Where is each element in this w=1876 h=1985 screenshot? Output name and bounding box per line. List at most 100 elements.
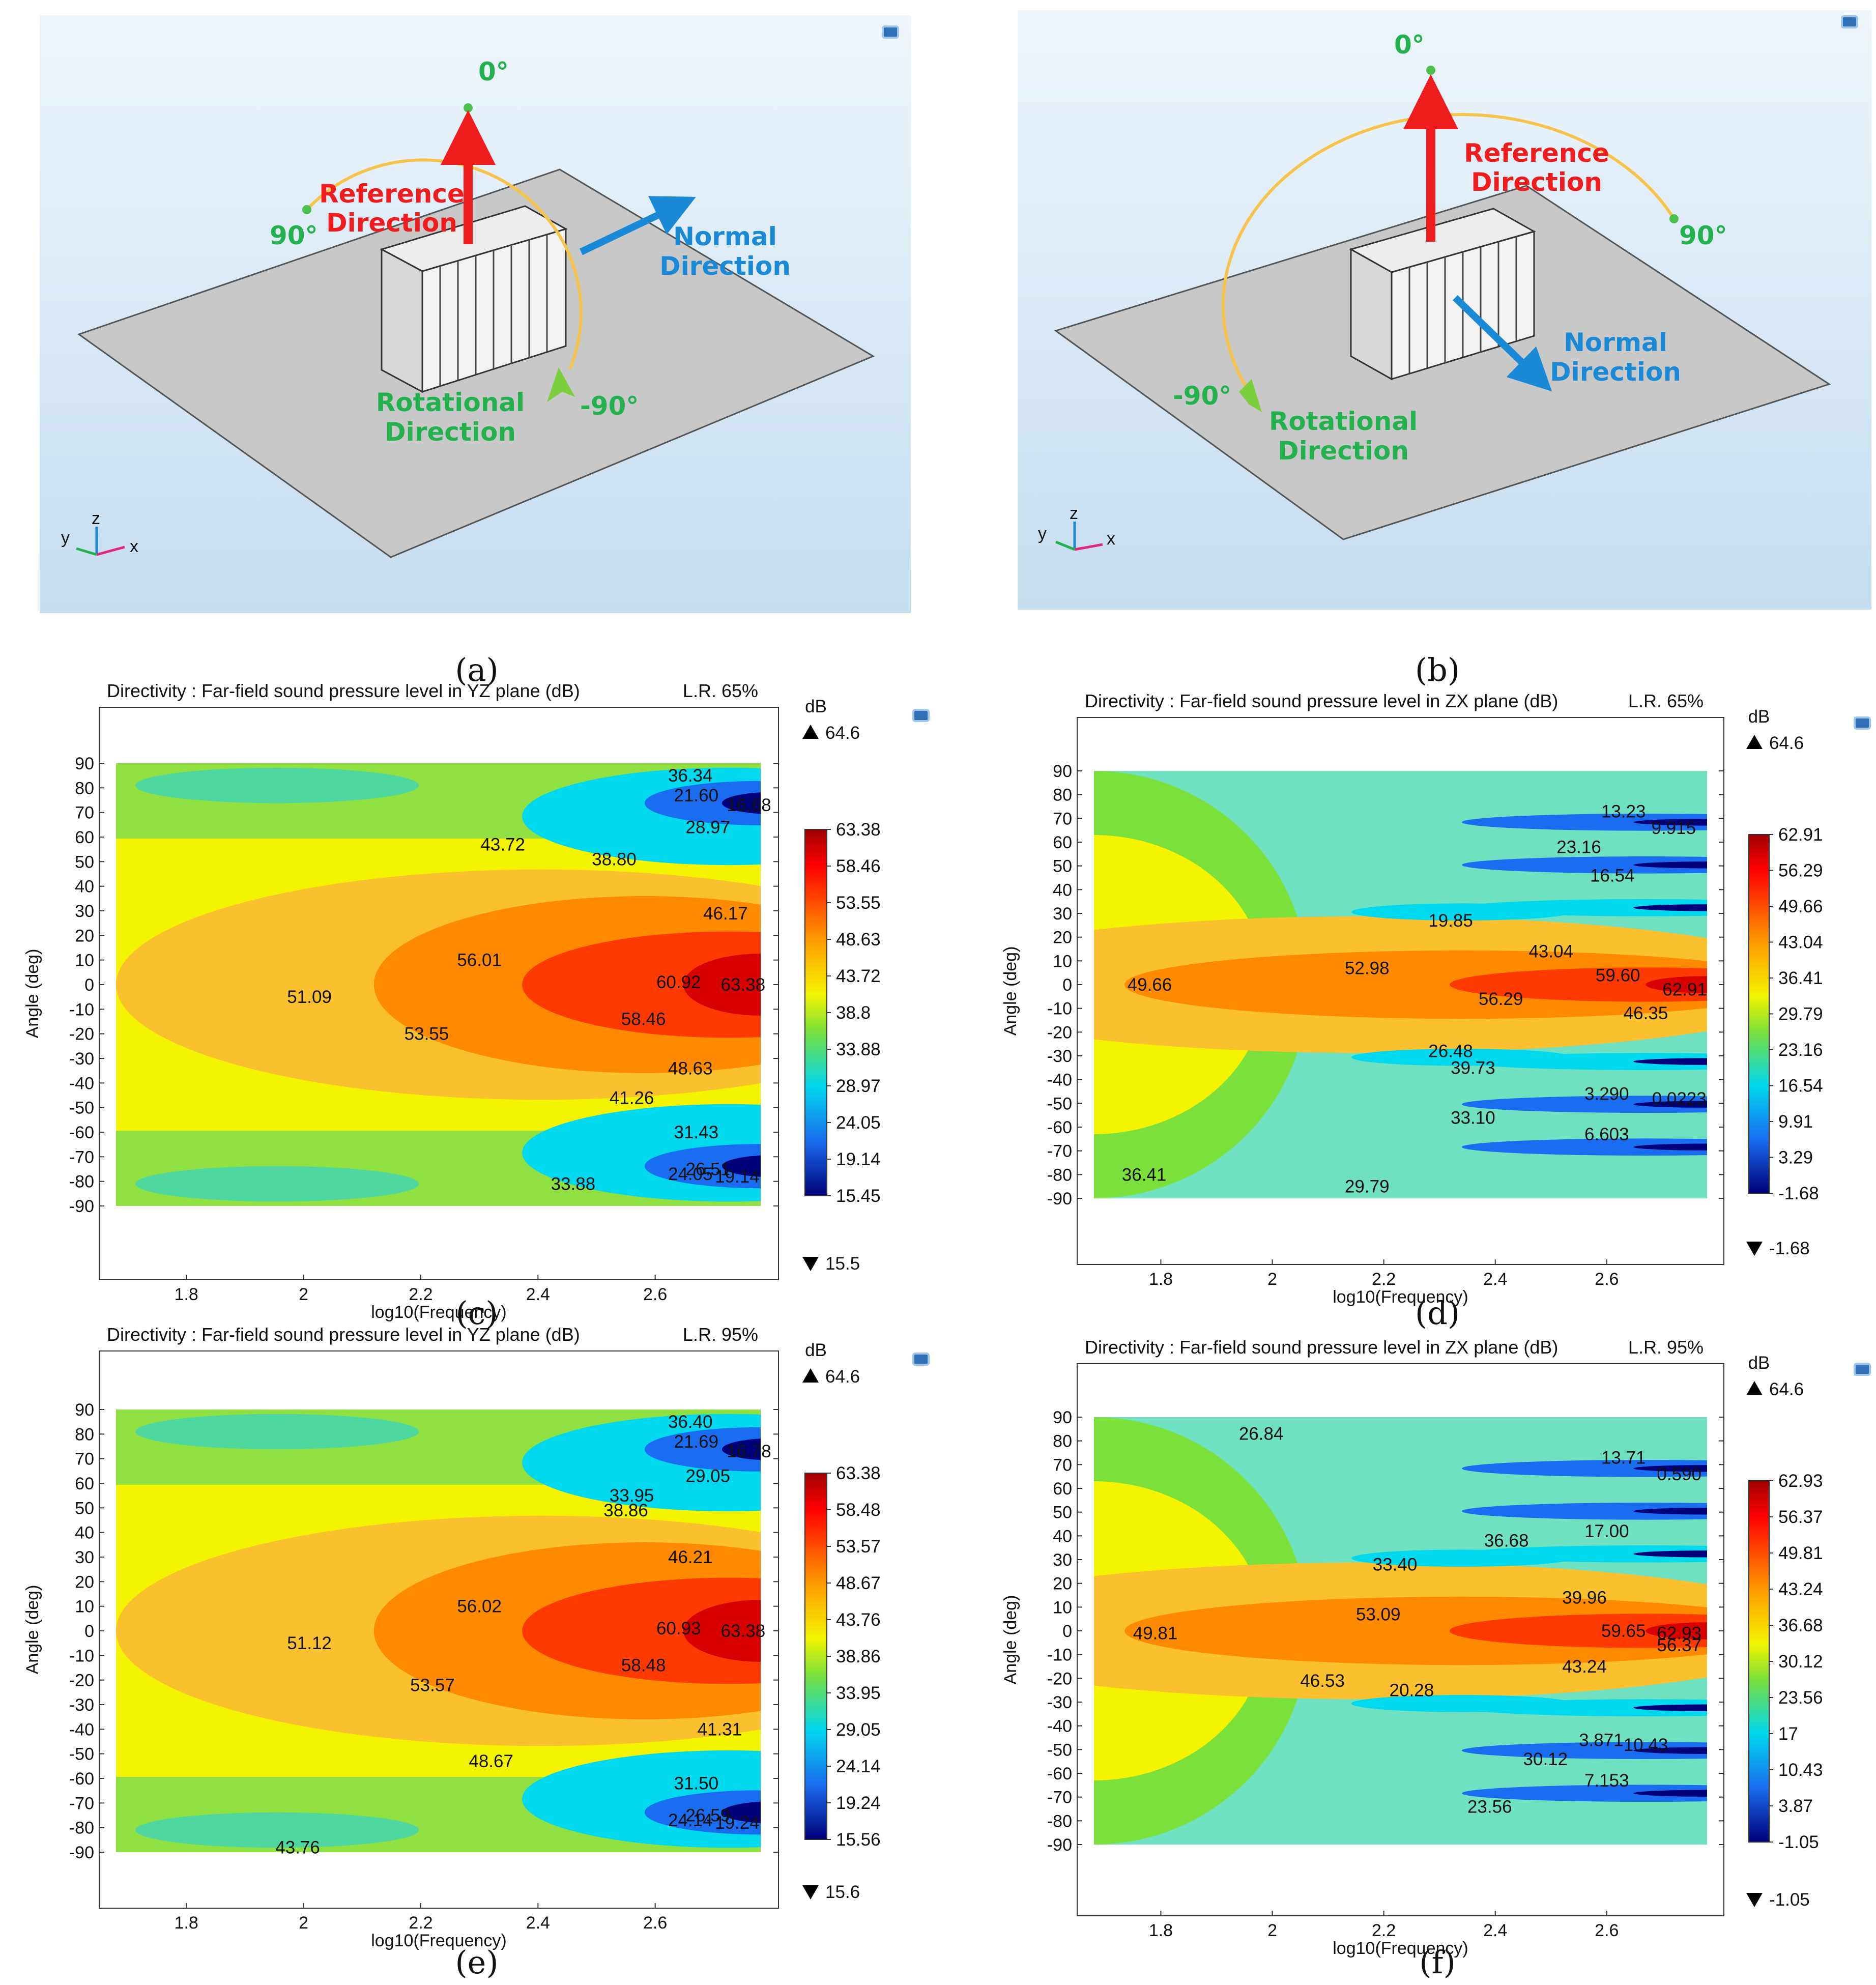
contour-label: 63.38: [721, 975, 766, 995]
x-tick-label: 1.8: [1149, 1921, 1173, 1940]
arc-point-top: [464, 103, 473, 112]
y-tick-label: -40: [69, 1720, 94, 1739]
contour-label: 20.28: [1390, 1681, 1434, 1701]
rotation-label-1: Rotational: [1269, 407, 1418, 436]
y-tick-label: 90: [1053, 1408, 1072, 1427]
y-tick-label: -80: [1047, 1811, 1072, 1831]
y-axis-label: Angle (deg): [23, 949, 42, 1039]
colorbar-level: 43.72: [836, 966, 881, 986]
x-axis-label: log10(Frequency): [1333, 1939, 1468, 1958]
contour-label: 19.85: [1428, 911, 1473, 931]
contour-label: 58.46: [621, 1010, 666, 1029]
window-icon: [1854, 716, 1871, 730]
contour-label: 62.93: [1657, 1624, 1701, 1644]
colorbar-level: 10.43: [1778, 1760, 1823, 1780]
contour-label: 24.05: [668, 1164, 713, 1184]
y-tick-label: -80: [69, 1172, 94, 1192]
contour-label: 33.95: [610, 1486, 654, 1506]
colorbar-level: 24.14: [836, 1757, 881, 1776]
y-tick-label: -40: [69, 1074, 94, 1093]
panel-d: Directivity : Far-field sound pressure l…: [1001, 691, 1871, 1307]
panel-f: Directivity : Far-field sound pressure l…: [1001, 1337, 1871, 1958]
contour-label: 33.88: [551, 1174, 596, 1194]
colorbar-level: 15.56: [836, 1830, 881, 1850]
colorbar-level: 63.38: [836, 820, 881, 840]
y-tick-label: 10: [75, 951, 94, 970]
contour-label: 26.48: [1428, 1042, 1473, 1061]
x-tick-label: 2.6: [1595, 1270, 1619, 1289]
colorbar-unit: dB: [1748, 707, 1770, 727]
rotation-arrow: [547, 367, 575, 402]
window-icon: [912, 1353, 930, 1366]
y-tick-label: -50: [1047, 1094, 1072, 1113]
y-tick-label: -80: [69, 1819, 94, 1838]
y-tick-label: 30: [75, 1548, 94, 1567]
colorbar-unit: dB: [805, 697, 827, 716]
contour-label: 49.81: [1133, 1624, 1178, 1644]
plot-title: Directivity : Far-field sound pressure l…: [107, 680, 580, 701]
contour-label: 52.98: [1345, 958, 1390, 978]
contour-label: 19.14: [715, 1167, 760, 1187]
colorbar-max-label: 64.6: [1769, 733, 1804, 753]
y-tick-label: 50: [75, 1499, 94, 1518]
contour-label: 29.05: [686, 1466, 731, 1486]
y-tick-label: 60: [75, 1474, 94, 1493]
colorbar: [804, 829, 827, 1196]
colorbar-level: 48.67: [836, 1573, 881, 1593]
colorbar-level: 62.91: [1778, 825, 1823, 845]
angle-right-label: 90°: [1679, 221, 1727, 250]
y-tick-label: 40: [1053, 880, 1072, 900]
contour-label: 36.34: [668, 766, 713, 786]
plot-title: Directivity : Far-field sound pressure l…: [1085, 691, 1558, 711]
y-tick-label: -20: [1047, 1669, 1072, 1688]
colorbar-level: 19.24: [836, 1793, 881, 1813]
y-tick-label: 50: [75, 852, 94, 872]
colorbar-level: 30.12: [1778, 1652, 1823, 1672]
axis-x: x: [1107, 529, 1115, 549]
axis-y: y: [1038, 524, 1047, 543]
colorbar-level: 29.79: [1778, 1004, 1823, 1024]
x-tick-label: 2: [299, 1285, 308, 1304]
colorbar-min-arrow: [1746, 1242, 1763, 1256]
contour-label: 53.09: [1356, 1604, 1401, 1624]
window-icon: [1841, 15, 1858, 28]
x-tick-label: 2: [299, 1913, 308, 1933]
contour-label: 39.73: [1451, 1058, 1495, 1078]
contour-label: 59.65: [1601, 1621, 1646, 1641]
arc-point-top: [1426, 66, 1435, 75]
contour-label: 63.38: [721, 1621, 766, 1641]
contour-label: 43.72: [480, 835, 525, 855]
y-tick-label: -30: [1047, 1693, 1072, 1712]
reference-label-2: Direction: [326, 208, 457, 238]
y-tick-label: 70: [75, 1450, 94, 1469]
angle-top-label: 0°: [478, 57, 509, 87]
y-tick-label: -10: [1047, 1646, 1072, 1665]
colorbar-level: 23.56: [1778, 1688, 1823, 1708]
colorbar-level: 38.86: [836, 1647, 881, 1666]
contour-label: 56.01: [457, 951, 502, 970]
x-tick-label: 1.8: [1149, 1270, 1173, 1289]
colorbar-level: 9.91: [1778, 1112, 1813, 1132]
colorbar-max-label: 64.6: [825, 1367, 860, 1387]
contour-label: 16.78: [727, 1442, 771, 1461]
colorbar-min-label: -1.05: [1769, 1890, 1810, 1910]
plot-note: L.R. 65%: [683, 680, 758, 701]
y-tick-label: 90: [75, 754, 94, 773]
contour-label: 36.68: [1484, 1531, 1529, 1551]
y-tick-label: 0: [84, 975, 94, 995]
colorbar-level: 36.68: [1778, 1616, 1823, 1635]
contour-label: 26.84: [1239, 1424, 1284, 1444]
caption-e: (e): [455, 1944, 498, 1981]
colorbar-max-label: 64.6: [1769, 1379, 1804, 1399]
y-tick-label: -40: [1047, 1717, 1072, 1736]
y-tick-label: 20: [75, 926, 94, 945]
colorbar-level: 23.16: [1778, 1040, 1823, 1060]
colorbar-level: 49.81: [1778, 1543, 1823, 1563]
diagram-a: 0° 90° -90° Reference Direction Normal D…: [40, 15, 911, 613]
contour-label: 51.09: [287, 987, 332, 1007]
normal-label-2: Direction: [1550, 357, 1681, 387]
axis-x: x: [130, 537, 138, 556]
y-tick-label: 40: [1053, 1527, 1072, 1546]
axis-z: z: [92, 509, 100, 528]
y-tick-label: 0: [1062, 1622, 1072, 1641]
